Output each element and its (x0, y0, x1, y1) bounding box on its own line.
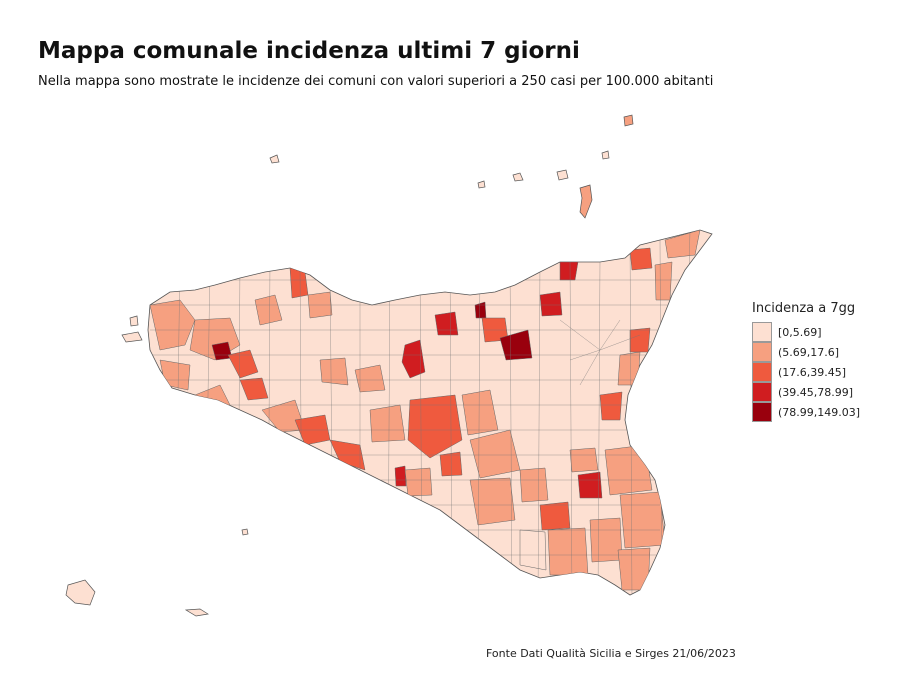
map-title: Mappa comunale incidenza ultimi 7 giorni (38, 38, 580, 64)
legend-item: (17.6,39.45] (752, 362, 860, 382)
municipality (604, 444, 653, 496)
island (579, 184, 593, 219)
municipality (619, 491, 666, 549)
legend-label: (78.99,149.03] (778, 405, 861, 419)
island (241, 528, 249, 536)
municipality (369, 404, 406, 443)
legend-swatch (752, 342, 772, 362)
legend-item: [0,5.69] (752, 322, 860, 342)
municipality (289, 267, 309, 299)
island (269, 154, 280, 164)
legend-label: [0,5.69] (778, 325, 822, 339)
map-subtitle: Nella mappa sono mostrate le incidenze d… (38, 74, 714, 89)
legend-swatch (752, 402, 772, 422)
legend-label: (17.6,39.45] (778, 365, 847, 379)
legend-swatch (752, 322, 772, 342)
municipality (354, 364, 386, 393)
municipality (499, 329, 533, 361)
island (512, 172, 524, 182)
municipality (474, 301, 487, 319)
municipality (629, 327, 651, 353)
legend-label: (5.69,17.6] (778, 345, 840, 359)
island (477, 180, 486, 189)
municipality (239, 377, 269, 401)
municipality (159, 359, 191, 391)
municipality (569, 447, 599, 473)
municipality (254, 294, 283, 326)
island (65, 579, 96, 606)
municipality (519, 467, 549, 503)
municipality (539, 291, 563, 317)
legend-item: (78.99,149.03] (752, 402, 860, 422)
island (184, 608, 209, 617)
island (129, 315, 139, 327)
municipality (519, 529, 547, 571)
municipality (664, 230, 701, 259)
municipality (149, 299, 196, 351)
legend-swatch (752, 362, 772, 382)
municipality (539, 501, 571, 531)
municipality (227, 349, 259, 379)
municipality (589, 517, 623, 563)
municipality (599, 391, 623, 421)
island (121, 331, 143, 343)
legend-swatch (752, 382, 772, 402)
map-legend: Incidenza a 7gg [0,5.69] (5.69,17.6] (17… (752, 301, 860, 422)
municipality (629, 247, 653, 271)
legend-item: (5.69,17.6] (752, 342, 860, 362)
legend-title: Incidenza a 7gg (752, 301, 856, 316)
municipality (407, 394, 463, 459)
municipality (469, 477, 516, 526)
data-source: Fonte Dati Qualità Sicilia e Sirges 21/0… (486, 647, 736, 660)
municipality (319, 357, 349, 386)
island (556, 169, 569, 181)
municipality (439, 451, 463, 477)
municipality (654, 261, 673, 301)
island (623, 114, 634, 127)
municipality (559, 261, 579, 281)
island (601, 150, 610, 160)
municipality (404, 467, 433, 497)
municipality (617, 547, 651, 591)
municipality (401, 339, 426, 379)
legend-item: (39.45,78.99] (752, 382, 860, 402)
municipality (394, 465, 407, 487)
municipality (547, 527, 589, 576)
municipality (434, 311, 459, 336)
legend-label: (39.45,78.99] (778, 385, 854, 399)
municipality (577, 471, 603, 499)
